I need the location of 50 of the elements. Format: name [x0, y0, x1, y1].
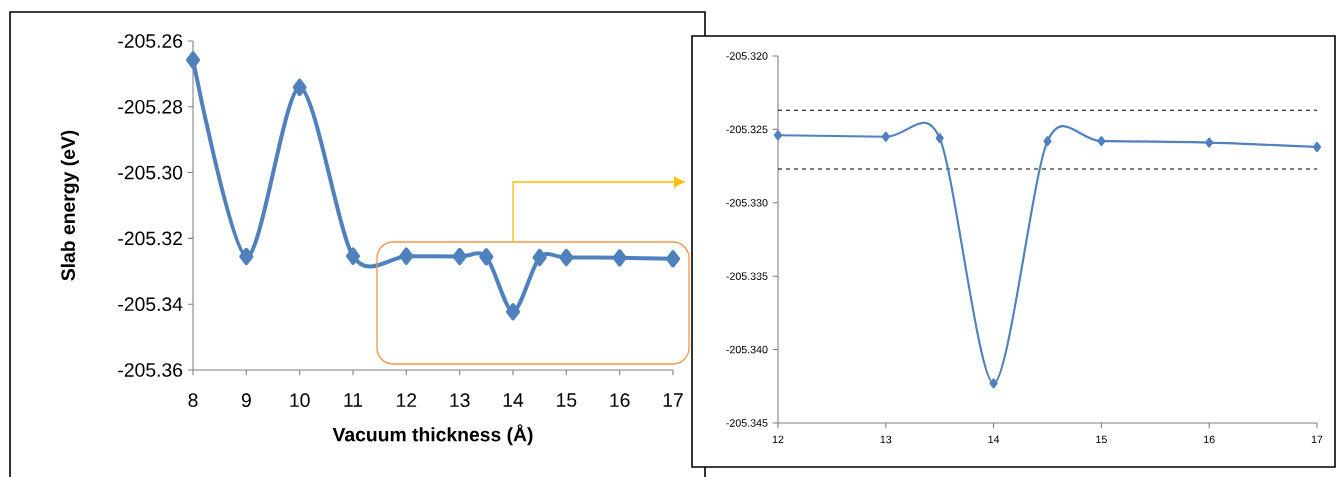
y-tick-label: -205.32	[118, 231, 182, 246]
y-tick-label: -205.345	[726, 419, 768, 427]
x-tick-label: 17	[1311, 435, 1323, 443]
x-tick-label: 16	[1204, 435, 1215, 444]
x-tick-label: 15	[1096, 435, 1107, 444]
y-tick-label: -205.320	[726, 52, 768, 60]
point	[479, 248, 494, 266]
y-tick-label: -205.30	[118, 165, 183, 180]
point	[399, 247, 414, 265]
x-tick-label: 8	[188, 393, 198, 408]
x-tick-label: 16	[610, 393, 630, 408]
y-tick-label: -205.26	[118, 34, 183, 48]
point	[612, 249, 627, 267]
x-tick-label: 12	[397, 393, 417, 407]
y-tick-label: -205.36	[118, 363, 183, 377]
x-tick-label: 9	[241, 393, 251, 408]
point	[773, 130, 783, 141]
y-tick-label: -205.335	[726, 272, 768, 280]
x-tick-label: 12	[772, 435, 784, 444]
x-axis-title: Vacuum thickness (Å)	[332, 424, 533, 446]
x-tick-label: 10	[290, 393, 310, 408]
point	[1312, 141, 1322, 153]
y-axis-title: Slab energy (eV)	[60, 130, 79, 281]
point	[989, 378, 998, 389]
point	[292, 78, 307, 97]
x-tick-label: 13	[450, 393, 470, 408]
point	[346, 247, 360, 265]
x-tick-label: 15	[557, 393, 577, 407]
y-tick-label: -205.34	[118, 297, 183, 312]
point	[506, 303, 520, 321]
point	[935, 133, 944, 144]
point	[559, 248, 574, 267]
point	[1097, 136, 1106, 147]
y-tick-label: -205.325	[726, 125, 768, 134]
y-tick-label: -205.28	[118, 99, 183, 114]
y-tick-label: -205.340	[726, 345, 768, 354]
x-tick-label: 17	[663, 393, 683, 407]
point	[1043, 136, 1052, 147]
x-tick-label: 14	[503, 393, 524, 407]
x-tick-label: 13	[880, 435, 892, 444]
point	[1205, 137, 1214, 148]
point	[186, 51, 201, 69]
point	[881, 131, 890, 142]
point	[452, 247, 467, 266]
point	[666, 250, 680, 268]
point	[532, 248, 547, 267]
y-tick-label: -205.330	[726, 199, 768, 207]
point	[239, 247, 254, 266]
x-tick-label: 14	[988, 435, 1000, 443]
x-tick-label: 11	[344, 393, 363, 407]
